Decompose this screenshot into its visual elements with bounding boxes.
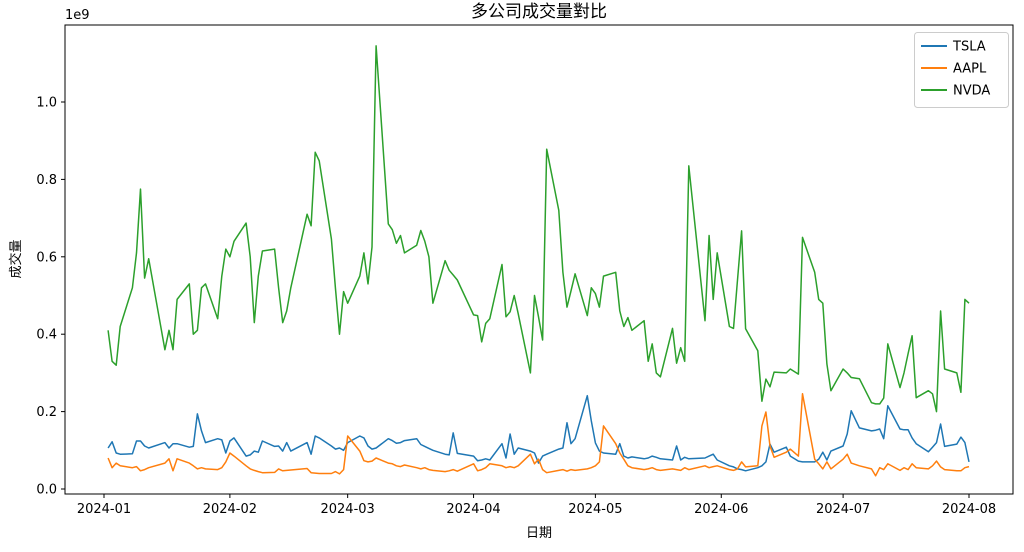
y-axis: 0.0 0.2 0.4 0.6 0.8 1.0	[36, 96, 65, 498]
y-tick-label: 0.8	[36, 173, 57, 188]
x-axis: 2024-01 2024-02 2024-03 2024-04 2024-05 2024-…	[77, 494, 996, 517]
x-tick-label: 2024-06	[694, 502, 748, 517]
series-line-aapl	[107, 393, 970, 477]
x-tick-label: 2024-08	[942, 502, 996, 517]
x-tick-label: 2024-05	[568, 502, 622, 517]
legend-label-aapl: AAPL	[953, 62, 987, 77]
series-line-tsla	[107, 394, 970, 472]
legend-label-tsla: TSLA	[952, 40, 986, 55]
series-line-nvda	[107, 45, 970, 413]
y-tick-label: 0.6	[36, 250, 57, 265]
y-axis-label: 成交量	[8, 239, 24, 278]
x-tick-label: 2024-03	[320, 502, 374, 517]
series-lines	[107, 45, 970, 477]
y-tick-label: 0.4	[36, 328, 57, 343]
x-axis-label: 日期	[526, 526, 552, 541]
y-axis-offset-text: 1e9	[65, 8, 90, 23]
legend-label-nvda: NVDA	[953, 84, 990, 99]
y-tick-label: 1.0	[36, 96, 57, 111]
x-tick-label: 2024-01	[77, 502, 131, 517]
legend-frame	[914, 32, 1009, 108]
chart-title: 多公司成交量對比	[471, 2, 607, 22]
plot-area	[64, 24, 1014, 495]
x-tick-label: 2024-07	[816, 502, 870, 517]
x-tick-label: 2024-02	[203, 502, 257, 517]
x-tick-label: 2024-04	[446, 502, 500, 517]
y-tick-label: 0.2	[36, 405, 57, 420]
legend: TSLA AAPL NVDA	[914, 32, 1009, 108]
y-tick-label: 0.0	[36, 483, 57, 498]
